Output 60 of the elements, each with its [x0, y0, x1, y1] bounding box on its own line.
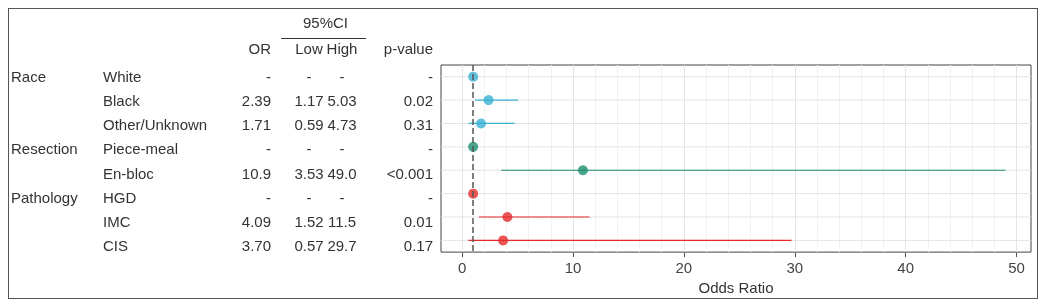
category-label: White [103, 68, 142, 86]
category-label: Black [103, 92, 140, 110]
text: <0.001 [386, 164, 433, 182]
text: 1.52 [294, 212, 324, 230]
category-label: HGD [103, 188, 137, 206]
text: - [339, 68, 345, 86]
category-label: En-bloc [103, 164, 154, 182]
text: 3.70 [241, 236, 271, 254]
category-label: CIS [103, 236, 129, 254]
category-label: Piece-meal [103, 140, 179, 158]
text: 2.39 [241, 92, 271, 110]
x-tick-label: 30 [786, 259, 804, 277]
category-label: Pathology [11, 188, 78, 206]
text: 0.57 [294, 236, 324, 254]
point [476, 118, 487, 129]
point [483, 95, 494, 106]
text: 1.71 [241, 116, 271, 134]
category-label: Race [11, 68, 47, 86]
text: - [339, 140, 345, 158]
category-label: Other/Unknown [103, 116, 208, 134]
text: - [428, 188, 433, 206]
text: - [428, 140, 433, 158]
text: 29.7 [327, 236, 357, 254]
category-label: Resection [11, 140, 78, 158]
text: 5.03 [327, 92, 357, 110]
text: 49.0 [327, 164, 357, 182]
text: 3.53 [294, 164, 324, 182]
x-tick-label: 20 [675, 259, 693, 277]
x-tick-label: 0 [457, 259, 467, 277]
point [498, 235, 509, 246]
category-label: Low [295, 40, 323, 58]
text: 1.17 [294, 92, 324, 110]
text: 10.9 [241, 164, 271, 182]
text: 0.31 [403, 116, 433, 134]
text: 11.5 [327, 212, 357, 230]
text: 0.02 [403, 92, 433, 110]
x-axis-title: Odds Ratio [698, 279, 774, 296]
text: - [306, 188, 312, 206]
point [577, 165, 588, 176]
text: - [266, 188, 271, 206]
x-tick-label: 40 [897, 259, 915, 277]
category-label: p-value [383, 40, 433, 58]
text: 4.73 [327, 116, 357, 134]
category-label: High [326, 40, 358, 58]
text: 4.09 [241, 212, 271, 230]
text: - [306, 140, 312, 158]
point [502, 212, 513, 223]
text: - [428, 68, 433, 86]
text: 95%CI [302, 14, 349, 32]
category-label: OR [248, 40, 271, 58]
text: - [266, 140, 271, 158]
x-tick-label: 10 [564, 259, 582, 277]
text: - [306, 68, 312, 86]
text: - [266, 68, 271, 86]
text: 0.17 [403, 236, 433, 254]
text: - [339, 188, 345, 206]
text: 0.59 [294, 116, 324, 134]
x-tick-label: 50 [1008, 259, 1025, 277]
category-label: IMC [103, 212, 131, 230]
text: 0.01 [403, 212, 433, 230]
